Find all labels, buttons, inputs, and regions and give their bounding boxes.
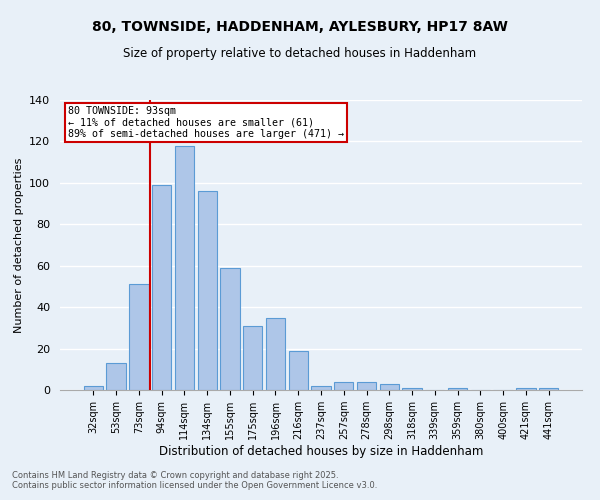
Bar — [357, 382, 376, 390]
Bar — [266, 318, 285, 390]
Bar — [129, 284, 149, 390]
Bar — [289, 350, 308, 390]
Bar — [311, 386, 331, 390]
Text: 80 TOWNSIDE: 93sqm
← 11% of detached houses are smaller (61)
89% of semi-detache: 80 TOWNSIDE: 93sqm ← 11% of detached hou… — [68, 106, 344, 139]
Bar — [334, 382, 353, 390]
Bar — [175, 146, 194, 390]
Bar — [220, 268, 239, 390]
Bar — [516, 388, 536, 390]
Bar — [539, 388, 558, 390]
Bar — [403, 388, 422, 390]
Y-axis label: Number of detached properties: Number of detached properties — [14, 158, 23, 332]
Text: 80, TOWNSIDE, HADDENHAM, AYLESBURY, HP17 8AW: 80, TOWNSIDE, HADDENHAM, AYLESBURY, HP17… — [92, 20, 508, 34]
Bar — [197, 191, 217, 390]
Bar — [106, 363, 126, 390]
Bar — [243, 326, 262, 390]
X-axis label: Distribution of detached houses by size in Haddenham: Distribution of detached houses by size … — [159, 445, 483, 458]
Text: Size of property relative to detached houses in Haddenham: Size of property relative to detached ho… — [124, 48, 476, 60]
Bar — [448, 388, 467, 390]
Text: Contains HM Land Registry data © Crown copyright and database right 2025.
Contai: Contains HM Land Registry data © Crown c… — [12, 470, 377, 490]
Bar — [84, 386, 103, 390]
Bar — [380, 384, 399, 390]
Bar — [152, 185, 172, 390]
